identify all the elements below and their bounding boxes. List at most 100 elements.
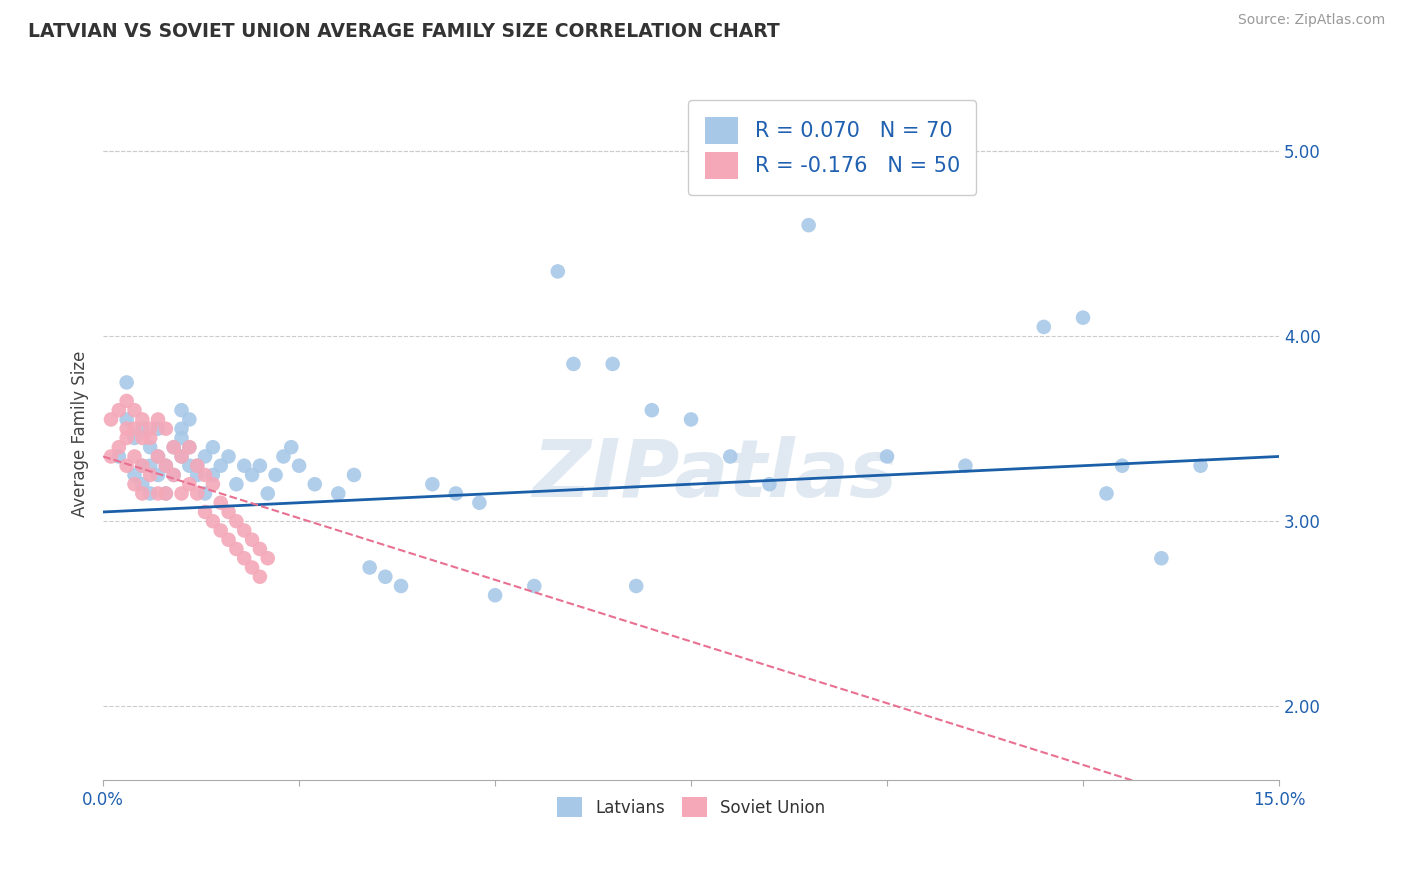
- Point: [146, 450, 169, 464]
- Point: [218, 505, 240, 519]
- Point: [1032, 320, 1054, 334]
- Point: [201, 477, 224, 491]
- Point: [179, 458, 201, 473]
- Point: [139, 467, 162, 482]
- Point: [146, 412, 169, 426]
- Point: [107, 450, 129, 464]
- Point: [155, 458, 177, 473]
- Point: [233, 524, 256, 538]
- Point: [155, 486, 177, 500]
- Point: [146, 467, 169, 482]
- Point: [374, 570, 396, 584]
- Point: [359, 560, 381, 574]
- Point: [115, 376, 138, 390]
- Point: [240, 467, 263, 482]
- Point: [124, 422, 146, 436]
- Point: [280, 440, 302, 454]
- Point: [186, 458, 208, 473]
- Point: [209, 524, 232, 538]
- Point: [170, 486, 193, 500]
- Point: [1095, 486, 1118, 500]
- Point: [139, 422, 162, 436]
- Point: [179, 440, 201, 454]
- Point: [170, 450, 193, 464]
- Point: [124, 467, 146, 482]
- Point: [155, 458, 177, 473]
- Point: [218, 533, 240, 547]
- Point: [139, 486, 162, 500]
- Point: [641, 403, 664, 417]
- Point: [304, 477, 326, 491]
- Point: [170, 422, 193, 436]
- Point: [273, 450, 295, 464]
- Point: [163, 440, 186, 454]
- Point: [124, 403, 146, 417]
- Point: [124, 477, 146, 491]
- Point: [131, 458, 153, 473]
- Point: [201, 467, 224, 482]
- Point: [146, 450, 169, 464]
- Point: [115, 458, 138, 473]
- Point: [146, 486, 169, 500]
- Text: LATVIAN VS SOVIET UNION AVERAGE FAMILY SIZE CORRELATION CHART: LATVIAN VS SOVIET UNION AVERAGE FAMILY S…: [28, 22, 780, 41]
- Point: [194, 467, 217, 482]
- Point: [186, 486, 208, 500]
- Point: [209, 496, 232, 510]
- Point: [131, 422, 153, 436]
- Point: [718, 450, 741, 464]
- Point: [131, 431, 153, 445]
- Point: [225, 514, 247, 528]
- Point: [179, 412, 201, 426]
- Point: [1189, 458, 1212, 473]
- Point: [124, 431, 146, 445]
- Point: [115, 422, 138, 436]
- Point: [139, 431, 162, 445]
- Point: [328, 486, 350, 500]
- Point: [468, 496, 491, 510]
- Point: [249, 458, 271, 473]
- Point: [233, 458, 256, 473]
- Point: [249, 541, 271, 556]
- Point: [758, 477, 780, 491]
- Point: [107, 440, 129, 454]
- Point: [155, 422, 177, 436]
- Point: [115, 412, 138, 426]
- Point: [131, 458, 153, 473]
- Point: [139, 458, 162, 473]
- Point: [115, 431, 138, 445]
- Point: [139, 440, 162, 454]
- Point: [131, 486, 153, 500]
- Point: [163, 467, 186, 482]
- Point: [249, 570, 271, 584]
- Point: [679, 412, 702, 426]
- Text: ZIPatlas: ZIPatlas: [531, 436, 897, 514]
- Point: [170, 450, 193, 464]
- Point: [602, 357, 624, 371]
- Point: [170, 403, 193, 417]
- Point: [547, 264, 569, 278]
- Point: [264, 467, 287, 482]
- Point: [124, 450, 146, 464]
- Point: [194, 505, 217, 519]
- Text: Source: ZipAtlas.com: Source: ZipAtlas.com: [1237, 13, 1385, 28]
- Point: [115, 393, 138, 408]
- Point: [107, 403, 129, 417]
- Point: [186, 458, 208, 473]
- Point: [955, 458, 977, 473]
- Point: [256, 551, 278, 566]
- Point: [240, 533, 263, 547]
- Point: [225, 541, 247, 556]
- Point: [225, 477, 247, 491]
- Point: [179, 477, 201, 491]
- Point: [163, 467, 186, 482]
- Point: [562, 357, 585, 371]
- Point: [201, 514, 224, 528]
- Point: [1111, 458, 1133, 473]
- Point: [201, 440, 224, 454]
- Point: [876, 450, 898, 464]
- Point: [194, 486, 217, 500]
- Point: [343, 467, 366, 482]
- Point: [389, 579, 412, 593]
- Point: [194, 450, 217, 464]
- Point: [1150, 551, 1173, 566]
